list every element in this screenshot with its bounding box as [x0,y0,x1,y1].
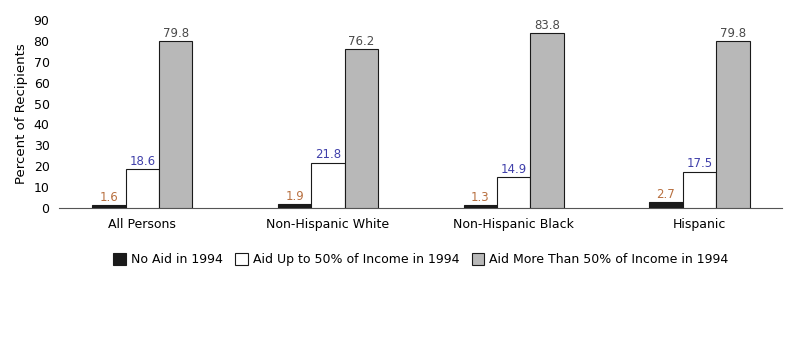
Text: 1.9: 1.9 [285,190,304,203]
Bar [345,49,378,208]
Bar [650,203,682,208]
Bar [92,205,126,208]
Text: 79.8: 79.8 [720,27,746,40]
Text: 17.5: 17.5 [686,157,713,170]
Text: 79.8: 79.8 [162,27,189,40]
Bar [463,205,497,208]
Text: 21.8: 21.8 [315,148,341,161]
Y-axis label: Percent of Recipients: Percent of Recipients [15,44,28,185]
Legend: No Aid in 1994, Aid Up to 50% of Income in 1994, Aid More Than 50% of Income in : No Aid in 1994, Aid Up to 50% of Income … [108,248,734,271]
Text: 1.3: 1.3 [471,191,490,204]
Text: 18.6: 18.6 [130,155,155,168]
Bar [682,171,716,208]
Text: 76.2: 76.2 [348,35,374,48]
Text: 2.7: 2.7 [657,188,675,201]
Text: 14.9: 14.9 [501,163,527,176]
Bar [159,41,193,208]
Bar [311,162,345,208]
Bar [497,177,530,208]
Text: 1.6: 1.6 [99,191,118,204]
Text: 83.8: 83.8 [534,19,560,32]
Bar [126,169,159,208]
Bar [716,41,750,208]
Bar [530,33,564,208]
Bar [278,204,311,208]
